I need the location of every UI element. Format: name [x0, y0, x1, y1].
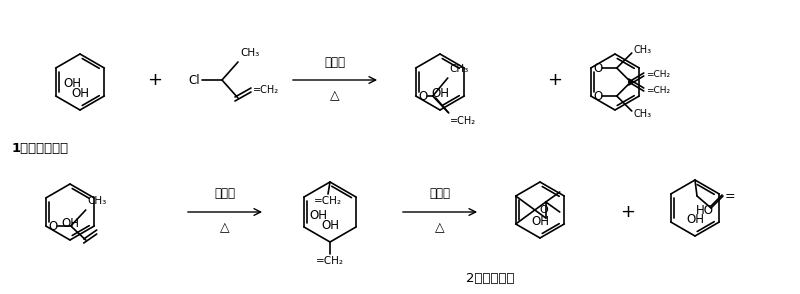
Text: +: +: [147, 71, 162, 89]
Text: +: +: [621, 203, 635, 221]
Text: 2（呻唷酚）: 2（呻唷酚）: [466, 271, 514, 285]
Text: O: O: [540, 205, 549, 215]
Text: CH₃: CH₃: [88, 196, 107, 206]
Text: 催化剂: 催化剂: [430, 186, 450, 200]
Text: 催化剂: 催化剂: [214, 186, 235, 200]
Text: O: O: [418, 89, 428, 103]
Text: =CH₂: =CH₂: [646, 69, 670, 78]
Text: CH₃: CH₃: [240, 48, 259, 58]
Text: △: △: [330, 89, 340, 103]
Text: O: O: [594, 89, 603, 103]
Text: OH: OH: [321, 219, 339, 232]
Text: CH₃: CH₃: [634, 45, 652, 55]
Text: OH: OH: [61, 217, 79, 230]
Text: O: O: [49, 220, 58, 233]
Text: OH: OH: [64, 77, 82, 90]
Text: CH₃: CH₃: [634, 109, 652, 119]
Text: Cl: Cl: [188, 74, 200, 86]
Text: =CH₂: =CH₂: [646, 86, 670, 94]
Text: O: O: [594, 61, 603, 74]
Text: OH: OH: [309, 209, 327, 222]
Text: OH: OH: [531, 215, 549, 228]
Text: 缚酸剂: 缚酸剂: [325, 56, 346, 69]
Text: HO: HO: [696, 204, 714, 217]
Text: =CH₂: =CH₂: [450, 116, 476, 126]
Text: △: △: [220, 221, 230, 235]
Text: +: +: [547, 71, 562, 89]
Text: OH: OH: [431, 87, 449, 100]
Text: △: △: [435, 221, 445, 235]
Text: OH: OH: [71, 87, 89, 100]
Text: =CH₂: =CH₂: [253, 85, 279, 95]
Text: CH₃: CH₃: [450, 64, 469, 74]
Text: =CH₂: =CH₂: [314, 196, 342, 206]
Text: 1（邻苯二酚）: 1（邻苯二酚）: [12, 141, 69, 155]
Text: =CH₂: =CH₂: [316, 256, 344, 266]
Text: OH: OH: [686, 213, 704, 226]
Text: =: =: [724, 191, 735, 203]
